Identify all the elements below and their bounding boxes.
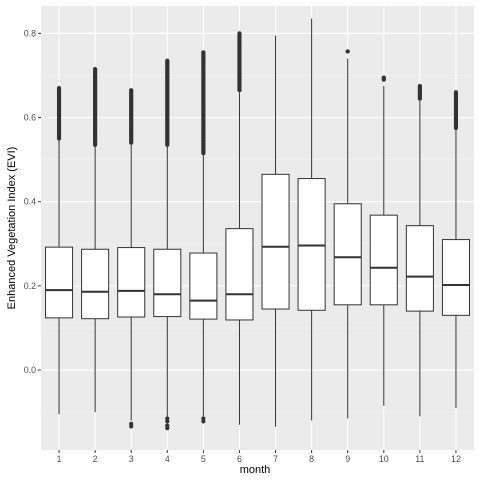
y-axis-title: Enhanced Vegetation Index (EVI) xyxy=(6,147,18,310)
x-tick-label: 3 xyxy=(129,454,134,464)
outlier-point xyxy=(165,419,170,424)
x-tick-label: 12 xyxy=(451,454,461,464)
box-month-3 xyxy=(117,88,146,429)
axis-ticks: 0.00.20.40.60.81 2 3 4 5 6 7 8 9 10 11 12 xyxy=(24,28,461,464)
box-iqr xyxy=(189,252,218,320)
x-tick-label: 1 xyxy=(57,454,62,464)
plot-panel xyxy=(41,6,474,450)
box-iqr xyxy=(45,246,74,319)
outlier-point xyxy=(417,83,422,89)
box-month-12 xyxy=(441,90,470,408)
box-month-8 xyxy=(297,18,326,421)
outlier-point xyxy=(129,88,134,93)
x-tick-label: 5 xyxy=(201,454,206,464)
box-month-9 xyxy=(333,49,362,419)
outlier-point xyxy=(165,416,170,421)
y-tick-label: 0.4 xyxy=(24,197,36,207)
x-tick-label: 9 xyxy=(345,454,350,464)
box-month-11 xyxy=(405,83,434,417)
outlier-point xyxy=(201,50,206,55)
box-month-6 xyxy=(225,31,254,425)
outlier-point xyxy=(201,416,206,421)
box-series xyxy=(45,18,470,431)
outlier-point xyxy=(453,90,459,95)
x-tick-label: 8 xyxy=(309,454,314,464)
outlier-point xyxy=(93,67,98,72)
outlier-point xyxy=(237,31,242,36)
box-iqr xyxy=(153,248,182,318)
x-tick-label: 4 xyxy=(165,454,170,464)
outlier-point xyxy=(381,75,386,80)
box-month-10 xyxy=(369,75,398,406)
y-tick-label: 0.6 xyxy=(24,113,36,123)
box-iqr xyxy=(441,239,470,316)
box-iqr xyxy=(333,203,362,306)
box-iqr xyxy=(225,228,254,321)
box-month-7 xyxy=(261,35,290,427)
outlier-point xyxy=(165,58,170,63)
box-month-5 xyxy=(189,50,218,424)
box-iqr xyxy=(81,248,110,320)
x-axis-title: month xyxy=(240,464,271,476)
box-iqr xyxy=(261,173,290,310)
x-tick-label: 6 xyxy=(237,454,242,464)
outlier-point xyxy=(56,85,62,91)
x-tick-label: 11 xyxy=(415,454,424,464)
y-tick-label: 0.0 xyxy=(24,365,36,375)
box-iqr xyxy=(405,225,434,312)
x-tick-label: 2 xyxy=(93,454,98,464)
outlier-point xyxy=(129,424,134,429)
y-tick-label: 0.8 xyxy=(24,28,36,38)
x-tick-label: 10 xyxy=(379,454,389,464)
outlier-point xyxy=(345,49,350,54)
box-month-1 xyxy=(45,85,74,415)
box-iqr xyxy=(369,214,398,306)
box-month-4 xyxy=(153,58,182,431)
box-month-2 xyxy=(81,67,110,413)
y-tick-label: 0.2 xyxy=(24,281,36,291)
x-tick-label: 7 xyxy=(273,454,278,464)
outlier-point xyxy=(201,419,206,424)
minor-gridlines xyxy=(41,75,474,413)
box-iqr xyxy=(117,247,146,318)
box-iqr xyxy=(297,178,326,311)
outlier-point xyxy=(165,426,170,431)
